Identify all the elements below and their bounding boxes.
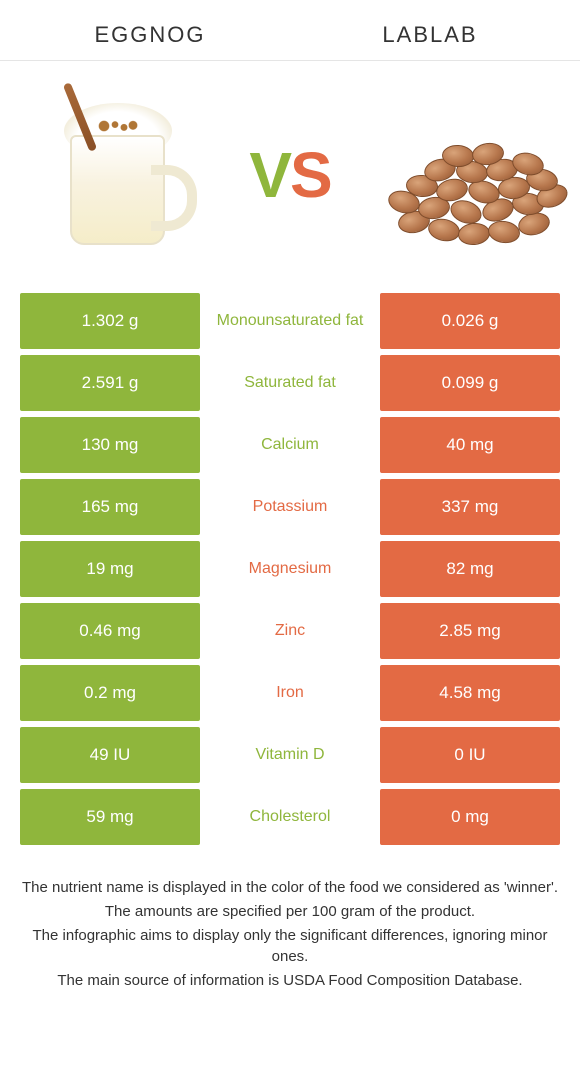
- value-left: 130 mg: [20, 417, 200, 473]
- value-left: 59 mg: [20, 789, 200, 845]
- value-left: 49 IU: [20, 727, 200, 783]
- table-row: 0.2 mgIron4.58 mg: [20, 665, 560, 721]
- value-right: 0.099 g: [380, 355, 560, 411]
- table-row: 49 IUVitamin D0 IU: [20, 727, 560, 783]
- table-row: 19 mgMagnesium82 mg: [20, 541, 560, 597]
- footnote-line: The nutrient name is displayed in the co…: [18, 877, 562, 899]
- value-right: 82 mg: [380, 541, 560, 597]
- table-row: 2.591 gSaturated fat0.099 g: [20, 355, 560, 411]
- value-left: 19 mg: [20, 541, 200, 597]
- vs-label: VS: [249, 138, 330, 212]
- vs-v: V: [249, 139, 290, 211]
- table-row: 59 mgCholesterol0 mg: [20, 789, 560, 845]
- nutrient-label: Vitamin D: [200, 727, 380, 783]
- nutrient-label: Iron: [200, 665, 380, 721]
- footnote-line: The amounts are specified per 100 gram o…: [18, 901, 562, 923]
- nutrient-label: Cholesterol: [200, 789, 380, 845]
- value-left: 2.591 g: [20, 355, 200, 411]
- value-left: 0.2 mg: [20, 665, 200, 721]
- table-row: 1.302 gMonounsaturated fat0.026 g: [20, 293, 560, 349]
- value-right: 2.85 mg: [380, 603, 560, 659]
- value-right: 0 mg: [380, 789, 560, 845]
- eggnog-illustration: [30, 85, 210, 265]
- value-left: 1.302 g: [20, 293, 200, 349]
- value-left: 0.46 mg: [20, 603, 200, 659]
- nutrient-label: Magnesium: [200, 541, 380, 597]
- nutrient-label: Monounsaturated fat: [200, 293, 380, 349]
- value-right: 0.026 g: [380, 293, 560, 349]
- titles-row: Eggnog Lablab: [0, 0, 580, 61]
- nutrient-label: Saturated fat: [200, 355, 380, 411]
- table-row: 165 mgPotassium337 mg: [20, 479, 560, 535]
- value-left: 165 mg: [20, 479, 200, 535]
- title-right: Lablab: [290, 22, 570, 48]
- table-row: 0.46 mgZinc2.85 mg: [20, 603, 560, 659]
- value-right: 40 mg: [380, 417, 560, 473]
- value-right: 337 mg: [380, 479, 560, 535]
- nutrient-label: Calcium: [200, 417, 380, 473]
- table-row: 130 mgCalcium40 mg: [20, 417, 560, 473]
- nutrient-label: Potassium: [200, 479, 380, 535]
- nutrient-label: Zinc: [200, 603, 380, 659]
- title-left: Eggnog: [10, 22, 290, 48]
- vs-s: S: [290, 139, 331, 211]
- lablab-illustration: [370, 85, 550, 265]
- footnote-line: The infographic aims to display only the…: [18, 925, 562, 969]
- footnotes: The nutrient name is displayed in the co…: [0, 851, 580, 992]
- hero-row: VS: [0, 61, 580, 293]
- footnote-line: The main source of information is USDA F…: [18, 970, 562, 992]
- value-right: 4.58 mg: [380, 665, 560, 721]
- comparison-table: 1.302 gMonounsaturated fat0.026 g 2.591 g…: [0, 293, 580, 845]
- value-right: 0 IU: [380, 727, 560, 783]
